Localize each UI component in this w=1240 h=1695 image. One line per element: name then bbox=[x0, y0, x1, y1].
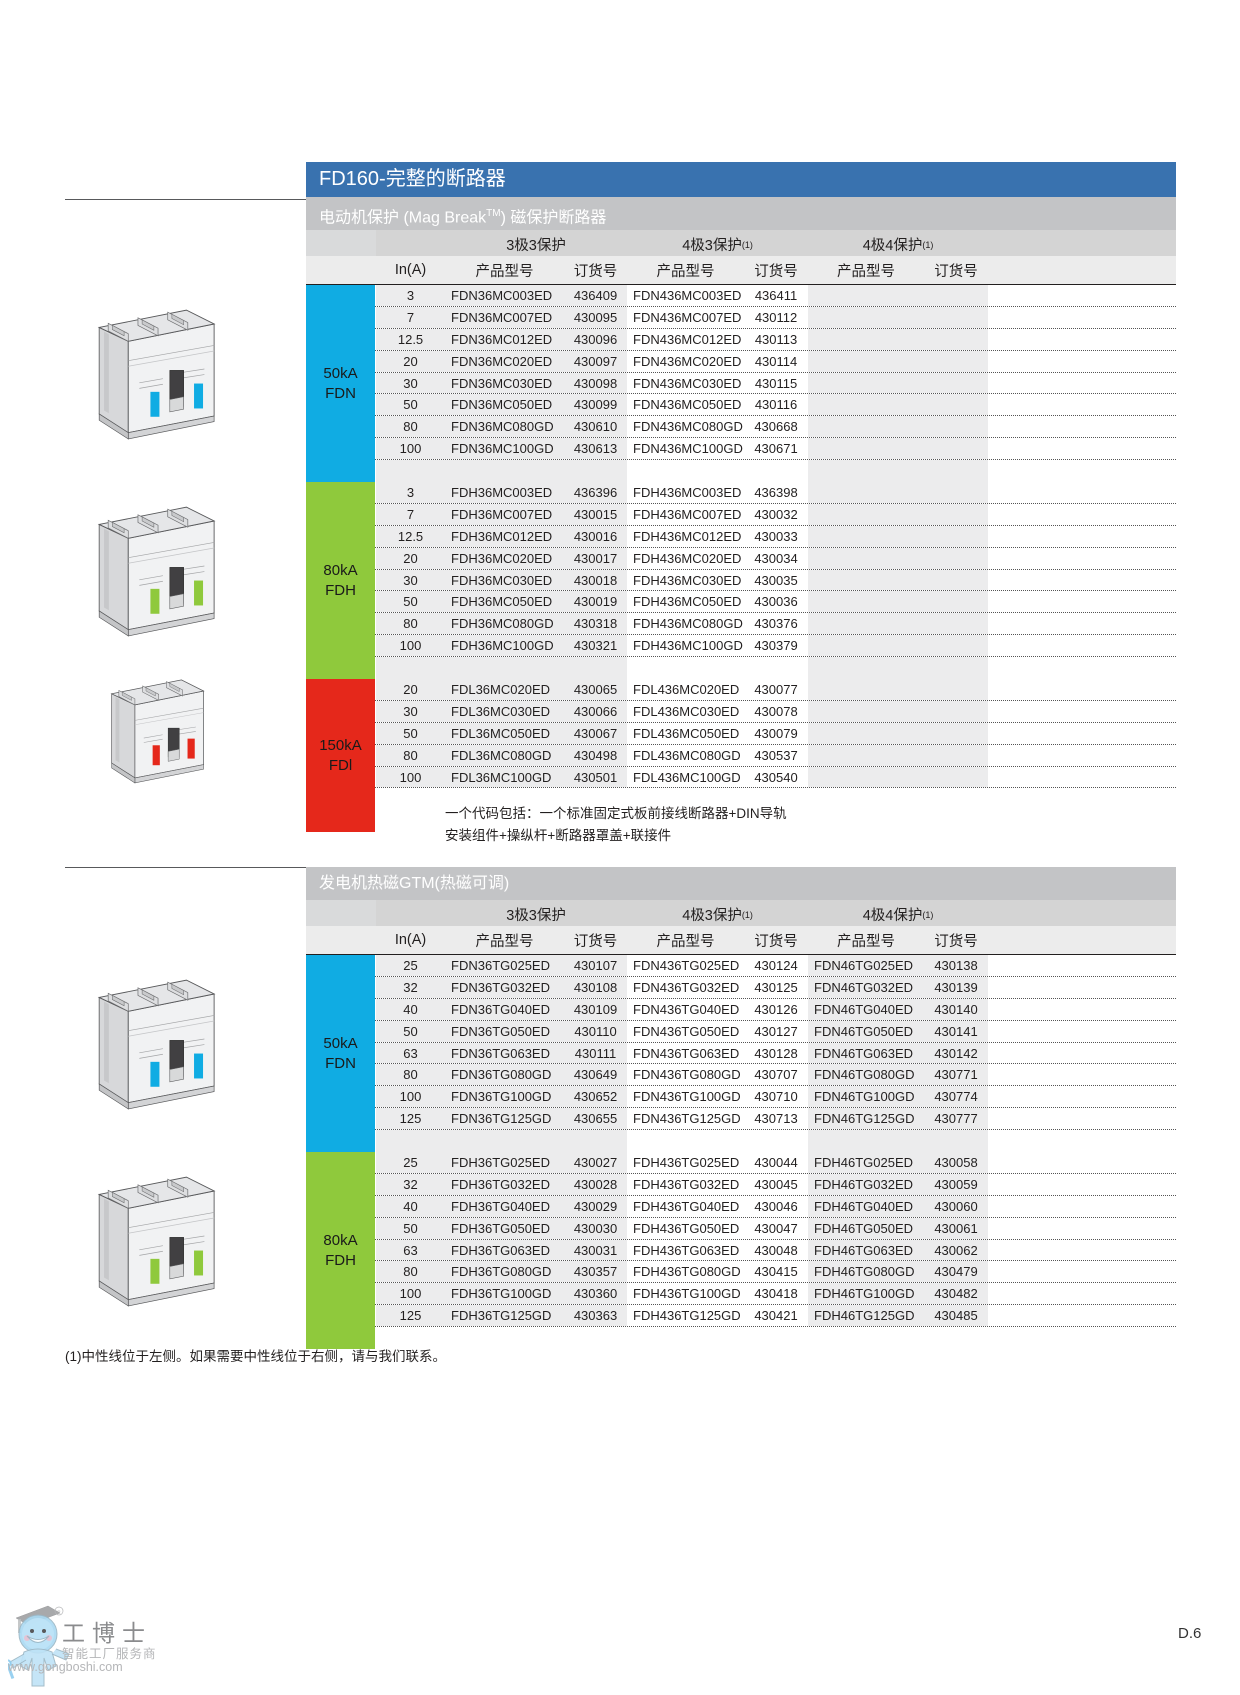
svg-text:R: R bbox=[57, 1609, 61, 1614]
